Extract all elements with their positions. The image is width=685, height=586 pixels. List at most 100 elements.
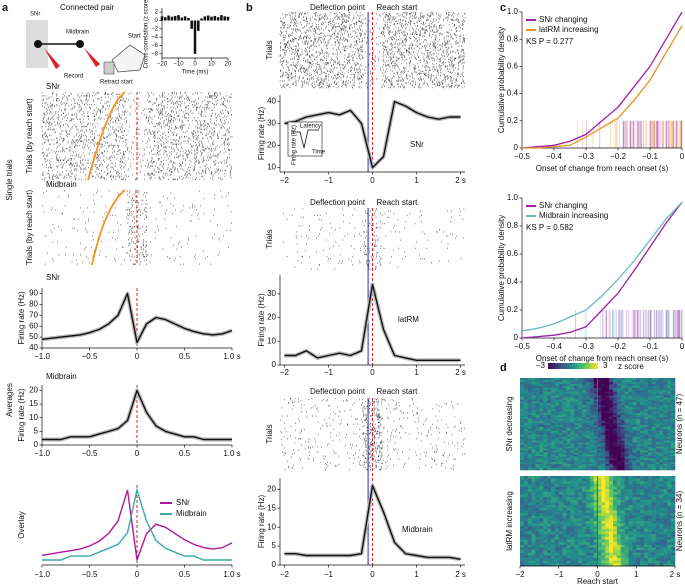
heat-cell	[620, 436, 625, 439]
heat-cell	[616, 395, 622, 398]
heat-cell	[624, 381, 629, 385]
heat-cell	[543, 403, 548, 406]
heat-cell	[578, 526, 583, 530]
heat-cell	[651, 423, 656, 426]
heat-cell	[640, 497, 645, 501]
heat-cell	[562, 430, 567, 434]
heat-cell	[551, 430, 556, 434]
heat-cell	[520, 550, 525, 554]
heat-cell	[547, 428, 552, 432]
heat-cell	[644, 456, 649, 459]
heat-cell	[647, 379, 653, 383]
heat-cell	[593, 419, 598, 422]
heat-cell	[628, 395, 633, 398]
heat-cell	[589, 381, 594, 385]
heat-cell	[562, 464, 567, 467]
heat-cell	[671, 542, 676, 546]
heat-cell	[520, 489, 525, 493]
heat-cell	[531, 423, 536, 426]
heat-cell	[593, 466, 598, 469]
heat-cell	[640, 442, 645, 445]
heat-cell	[593, 544, 598, 548]
heat-cell	[605, 389, 610, 393]
bar	[190, 20, 193, 29]
heat-cell	[597, 497, 602, 501]
heat-cell	[659, 476, 664, 479]
heat-cell	[655, 494, 660, 498]
y-tick-label: 20	[29, 386, 38, 395]
heat-cell	[601, 426, 606, 430]
heat-cell	[593, 444, 598, 447]
heat-cell	[520, 476, 525, 479]
heat-cell	[520, 462, 525, 465]
heat-cell	[585, 542, 591, 546]
heat-cell	[616, 515, 622, 519]
heat-cell	[601, 558, 606, 562]
heat-cell	[667, 423, 672, 426]
heat-cell	[597, 399, 602, 402]
heat-cell	[551, 476, 556, 479]
heat-cell	[616, 466, 622, 469]
heat-cell	[609, 534, 614, 538]
heat-cell	[640, 430, 645, 434]
heat-cell	[554, 494, 560, 498]
heat-cell	[671, 432, 676, 436]
heat-cell	[582, 393, 587, 396]
heat-cell	[578, 478, 583, 482]
heat-cell	[554, 510, 560, 514]
heat-cell	[570, 442, 575, 445]
heat-cell	[578, 507, 583, 511]
heat-cell	[640, 436, 645, 439]
heat-cell	[562, 563, 567, 567]
heat-cell	[655, 452, 660, 455]
heat-cell	[667, 450, 672, 453]
heat-cell	[632, 550, 637, 554]
heat-cell	[574, 462, 579, 465]
heat-cell	[523, 468, 529, 471]
heat-cell	[582, 476, 587, 479]
heat-cell	[636, 483, 641, 487]
heat-cell	[539, 419, 544, 422]
heat-cell	[523, 563, 529, 567]
heat-cell	[663, 424, 668, 428]
heat-cell	[671, 510, 676, 514]
heat-cell	[589, 423, 594, 426]
heat-cell	[640, 389, 645, 393]
heat-cell	[636, 531, 641, 535]
heat-cell	[543, 413, 548, 416]
heat-cell	[582, 450, 587, 453]
heat-cell	[562, 438, 567, 441]
heat-cell	[616, 448, 622, 451]
heat-cell	[601, 526, 606, 530]
heat-cell	[562, 483, 567, 487]
heat-cell	[616, 428, 622, 432]
heat-cell	[520, 444, 525, 447]
heat-cell	[582, 544, 587, 548]
heat-cell	[605, 452, 610, 455]
y-tick-label: −6	[151, 43, 159, 49]
heat-cell	[667, 502, 672, 506]
heat-cell	[527, 381, 532, 385]
heat-cell	[570, 507, 575, 511]
heat-cell	[527, 417, 532, 420]
heat-cell	[640, 552, 645, 556]
heat-cell	[539, 513, 544, 517]
heat-cell	[589, 526, 594, 530]
heat-cell	[531, 494, 536, 498]
heat-cell	[578, 454, 583, 457]
heat-cell	[539, 544, 544, 548]
heat-cell	[558, 510, 563, 514]
heat-cell	[605, 486, 610, 490]
heat-cell	[535, 391, 540, 394]
heat-cell	[644, 518, 649, 522]
heat-cell	[589, 468, 594, 471]
heat-cell	[651, 391, 656, 394]
heat-cell	[527, 558, 532, 562]
heat-cell	[582, 560, 587, 564]
heat-cell	[520, 436, 525, 439]
heat-cell	[616, 539, 622, 543]
heat-cell	[651, 456, 656, 459]
heat-cell	[613, 424, 618, 428]
heat-cell	[558, 462, 563, 465]
heat-cell	[655, 558, 660, 562]
